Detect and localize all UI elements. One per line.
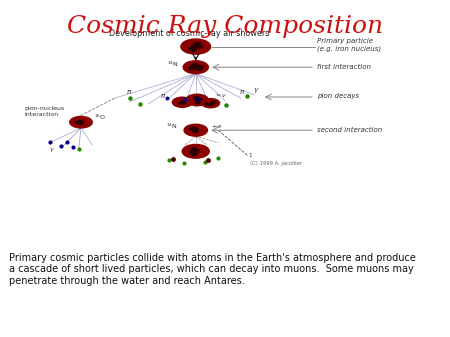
Circle shape [192, 129, 197, 131]
Circle shape [182, 101, 186, 103]
Circle shape [189, 67, 194, 70]
Circle shape [191, 151, 196, 153]
Text: Primary cosmic particles collide with atoms in the Earth's atmosphere and produc: Primary cosmic particles collide with at… [9, 253, 416, 286]
Text: $^{16}$O: $^{16}$O [94, 113, 107, 122]
Circle shape [193, 150, 198, 153]
Circle shape [179, 102, 183, 104]
Circle shape [191, 148, 197, 151]
Circle shape [181, 101, 185, 103]
Text: Development of cosmic-ray air showers: Development of cosmic-ray air showers [109, 29, 269, 38]
Text: $\gamma$: $\gamma$ [253, 86, 259, 95]
Text: $\pi$: $\pi$ [160, 92, 166, 100]
Circle shape [196, 102, 200, 104]
Circle shape [197, 67, 202, 70]
Circle shape [190, 49, 196, 52]
Text: (C) 1999 A. Jacollier: (C) 1999 A. Jacollier [250, 161, 302, 166]
Circle shape [183, 61, 208, 73]
Circle shape [75, 121, 80, 124]
Circle shape [202, 99, 220, 108]
Circle shape [193, 45, 199, 48]
Text: 1: 1 [248, 153, 252, 158]
Circle shape [194, 42, 201, 45]
Circle shape [194, 130, 198, 132]
Circle shape [70, 117, 92, 128]
Circle shape [193, 149, 198, 152]
Circle shape [210, 103, 213, 105]
Text: $^{14}$N: $^{14}$N [167, 59, 179, 69]
Circle shape [195, 98, 199, 101]
Circle shape [205, 103, 208, 105]
Circle shape [198, 65, 203, 68]
Circle shape [180, 101, 184, 103]
Text: $\pi$: $\pi$ [126, 88, 132, 96]
Circle shape [189, 47, 195, 50]
Circle shape [77, 121, 81, 123]
Circle shape [194, 150, 199, 152]
Circle shape [78, 121, 83, 123]
Text: $\pi$: $\pi$ [239, 88, 246, 96]
Text: Cosmic Ray Composition: Cosmic Ray Composition [67, 15, 383, 38]
Text: $\gamma$: $\gamma$ [49, 146, 54, 154]
Circle shape [193, 66, 198, 69]
Circle shape [191, 153, 196, 155]
Circle shape [197, 45, 202, 48]
Circle shape [193, 64, 198, 66]
Circle shape [208, 104, 212, 106]
Text: $^{14}$N: $^{14}$N [166, 122, 178, 131]
Circle shape [186, 94, 208, 106]
Circle shape [194, 128, 198, 130]
Circle shape [195, 99, 200, 101]
Text: first interaction: first interaction [317, 63, 371, 69]
Circle shape [212, 101, 216, 103]
Text: $= v$: $= v$ [214, 92, 226, 99]
Circle shape [79, 122, 84, 124]
Text: Primary particle
(e.g. iron nucleus): Primary particle (e.g. iron nucleus) [317, 38, 382, 52]
Text: second interaction: second interaction [317, 126, 382, 132]
Circle shape [182, 145, 209, 158]
Circle shape [193, 45, 199, 48]
Text: pion decays: pion decays [317, 93, 360, 99]
Circle shape [181, 39, 211, 54]
Text: $\mu$: $\mu$ [205, 97, 211, 106]
Text: $\leftarrow e$: $\leftarrow e$ [211, 122, 222, 130]
Circle shape [191, 45, 197, 48]
Circle shape [189, 127, 194, 129]
Circle shape [189, 128, 194, 130]
Circle shape [191, 65, 196, 67]
Circle shape [184, 124, 207, 136]
Circle shape [198, 98, 202, 100]
Circle shape [172, 97, 192, 107]
Text: pion-nucleus
interaction: pion-nucleus interaction [25, 106, 65, 117]
Circle shape [194, 96, 198, 98]
